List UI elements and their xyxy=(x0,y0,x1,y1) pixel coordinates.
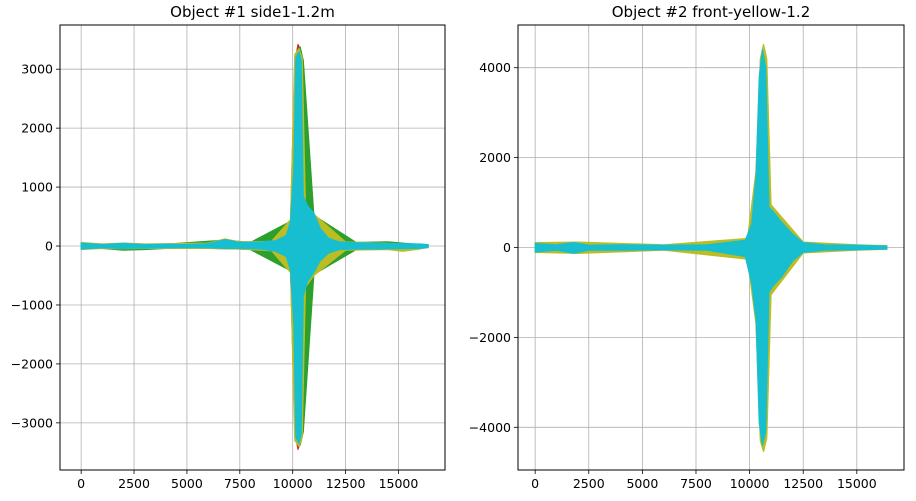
series-layer xyxy=(80,43,429,450)
y-tick-label: 4000 xyxy=(479,60,511,75)
x-tick-label: 2500 xyxy=(573,476,605,491)
x-tick-label: 7500 xyxy=(224,476,256,491)
series-envelope xyxy=(534,49,888,446)
x-tick-label: 15000 xyxy=(837,476,877,491)
y-tick-label: −4000 xyxy=(469,420,511,435)
x-tick-label: 5000 xyxy=(626,476,658,491)
x-tick-label: 12500 xyxy=(783,476,823,491)
y-tick-label: −1000 xyxy=(11,297,53,312)
axis-ticks: 0 2500 5000 7500 10000 12500 15000−3000−2000−1… xyxy=(11,62,419,491)
x-tick-label: 0 xyxy=(77,476,85,491)
x-tick-label: 10000 xyxy=(730,476,770,491)
axis-ticks: 0 2500 5000 7500 10000 12500 15000 −4000 −2000 0 2… xyxy=(469,60,877,491)
y-tick-label: 0 xyxy=(45,239,53,254)
chart-panel-2: 0 2500 5000 7500 10000 12500 15000 −4000 −2000 0 2… xyxy=(469,3,905,491)
y-tick-label: 1000 xyxy=(21,180,53,195)
y-tick-label: 3000 xyxy=(21,62,53,77)
x-tick-label: 5000 xyxy=(171,476,203,491)
y-tick-label: 0 xyxy=(503,240,511,255)
x-tick-label: 0 xyxy=(531,476,539,491)
y-tick-label: 2000 xyxy=(21,121,53,136)
x-tick-label: 15000 xyxy=(379,476,419,491)
plot-frame xyxy=(59,24,446,471)
y-tick-label: 2000 xyxy=(479,150,511,165)
chart-title: Object #1 side1-1.2m xyxy=(170,3,335,21)
y-tick-label: −2000 xyxy=(469,330,511,345)
chart-title: Object #2 front-yellow-1.2 xyxy=(612,3,811,21)
y-tick-label: −2000 xyxy=(11,356,53,371)
x-tick-label: 12500 xyxy=(326,476,366,491)
chart-panel-1: 0 2500 5000 7500 10000 12500 15000−3000−2000−1… xyxy=(11,3,446,491)
x-tick-label: 10000 xyxy=(273,476,313,491)
x-tick-label: 2500 xyxy=(118,476,150,491)
y-tick-label: −3000 xyxy=(11,415,53,430)
series-layer xyxy=(534,43,888,453)
x-tick-label: 7500 xyxy=(680,476,712,491)
series-envelope xyxy=(80,50,429,445)
